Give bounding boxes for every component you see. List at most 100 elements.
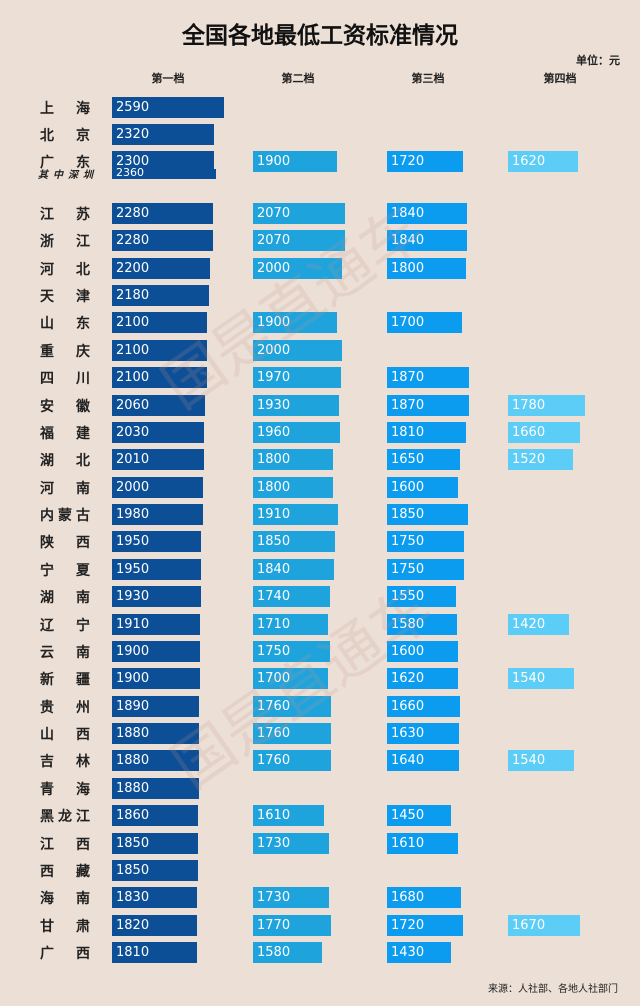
bar-3: 1870 [387, 394, 469, 416]
bar-2: 1730 [253, 887, 330, 909]
bar-1: 1950 [112, 531, 202, 553]
bar-1: 2280 [112, 230, 213, 252]
row-label: 湖南 [40, 590, 90, 607]
row-label: 江西 [40, 836, 90, 853]
row-label: 重庆 [40, 343, 90, 360]
bar-3: 1450 [387, 805, 452, 827]
column-header-2: 第二档 [281, 72, 315, 85]
bar-1: 1890 [112, 695, 200, 717]
bar-3: 1840 [387, 203, 468, 224]
row-label: 河北 [40, 261, 90, 278]
row-label: 内蒙古 [40, 508, 90, 525]
bar-3: 1580 [387, 613, 457, 635]
bar-1: 1880 [112, 723, 200, 745]
row-label: 江苏 [40, 207, 90, 223]
bar-1: 2100 [112, 367, 207, 389]
bar-4: 1540 [508, 750, 575, 772]
bar-3: 1600 [387, 640, 458, 662]
row-label: 黑龙江 [40, 809, 90, 826]
bar-1: 1930 [112, 586, 201, 608]
bar-2: 1700 [253, 668, 328, 690]
bar-2: 1960 [253, 421, 341, 443]
bar-1: 1810 [112, 941, 197, 963]
bar-2: 1760 [253, 723, 331, 745]
bar-1: 2060 [112, 394, 206, 416]
row-label: 河南 [40, 480, 90, 497]
bar-2: 1800 [253, 476, 333, 498]
row-label: 广西 [40, 945, 90, 962]
bar-2: 1930 [253, 394, 339, 416]
bar-1: 2000 [112, 476, 204, 498]
row-label: 云南 [40, 644, 90, 661]
bar-3: 1850 [387, 504, 468, 526]
bar-2: 2070 [253, 230, 346, 252]
row-label: 陕西 [40, 535, 90, 552]
row-label: 山东 [40, 316, 90, 333]
bar-2: 2070 [253, 203, 346, 224]
column-header-4: 第四档 [543, 72, 577, 85]
source-note: 来源：人社部、各地人社部门 [488, 984, 618, 995]
bar-1: 2280 [112, 203, 213, 224]
bar-3: 1810 [387, 421, 467, 443]
row-label: 西藏 [40, 863, 90, 880]
bar-2: 2000 [253, 257, 342, 279]
bar-4: 1780 [508, 394, 586, 416]
bar-4: 1540 [508, 668, 575, 690]
bar-3: 1720 [387, 914, 463, 936]
bar-2: 1730 [253, 832, 330, 854]
row-label: 甘肃 [40, 918, 90, 935]
bar-2: 1770 [253, 914, 332, 936]
bar-2: 1580 [253, 941, 323, 963]
bar-2: 1970 [253, 367, 341, 389]
bar-1: 1980 [112, 504, 203, 526]
bar-3: 1680 [387, 887, 461, 909]
bar-2: 1740 [253, 586, 330, 608]
bar-1: 1900 [112, 668, 200, 690]
bar-3: 1430 [387, 941, 451, 963]
chart-title: 全国各地最低工资标准情况 [182, 23, 458, 49]
row-label: 青海 [40, 781, 90, 798]
row-label: 福建 [40, 425, 90, 442]
row-label: 贵州 [40, 699, 90, 716]
row-label: 新疆 [40, 672, 90, 689]
row-label: 北京 [40, 128, 90, 144]
bar-3: 1650 [387, 449, 460, 471]
bar-3: 1620 [387, 668, 459, 690]
bar-1: 1850 [112, 832, 198, 854]
row-label: 海南 [40, 891, 90, 908]
bar-1: 2180 [112, 285, 210, 307]
bar-3: 1610 [387, 832, 458, 854]
row-label: 湖北 [40, 453, 90, 470]
bar-1: 1850 [112, 859, 198, 881]
bar-3: 1750 [387, 558, 464, 580]
bar-1: 1820 [112, 914, 197, 936]
bar-3: 1700 [387, 312, 462, 334]
bar-3: 1600 [387, 476, 458, 498]
bar-4: 1520 [508, 449, 574, 471]
bar-1: 1880 [112, 777, 200, 799]
bar-4: 1660 [508, 421, 580, 443]
unit-label: 单位：元 [576, 54, 620, 67]
bar-1: 2360 [112, 167, 216, 179]
bar-3: 1840 [387, 230, 468, 252]
bar-2: 1900 [253, 312, 338, 334]
bar-3: 1720 [387, 151, 463, 172]
row-label: 天津 [40, 289, 90, 306]
bar-1: 2200 [112, 257, 211, 279]
bar-2: 1900 [253, 151, 338, 172]
bar-4: 1420 [508, 613, 569, 635]
row-label: 广东 [40, 155, 90, 171]
bar-2: 1800 [253, 449, 333, 471]
bar-3: 1870 [387, 367, 469, 389]
row-label: 浙江 [40, 234, 90, 251]
bar-1: 2010 [112, 449, 204, 471]
row-label: 安徽 [40, 398, 90, 415]
bar-4: 1620 [508, 151, 578, 172]
bar-3: 1800 [387, 257, 466, 279]
row-label: 宁夏 [40, 562, 90, 579]
bar-1: 2100 [112, 339, 207, 361]
bar-1: 1900 [112, 640, 200, 662]
bar-1: 2030 [112, 421, 205, 443]
bar-3: 1630 [387, 723, 459, 745]
bar-1: 2320 [112, 124, 215, 145]
